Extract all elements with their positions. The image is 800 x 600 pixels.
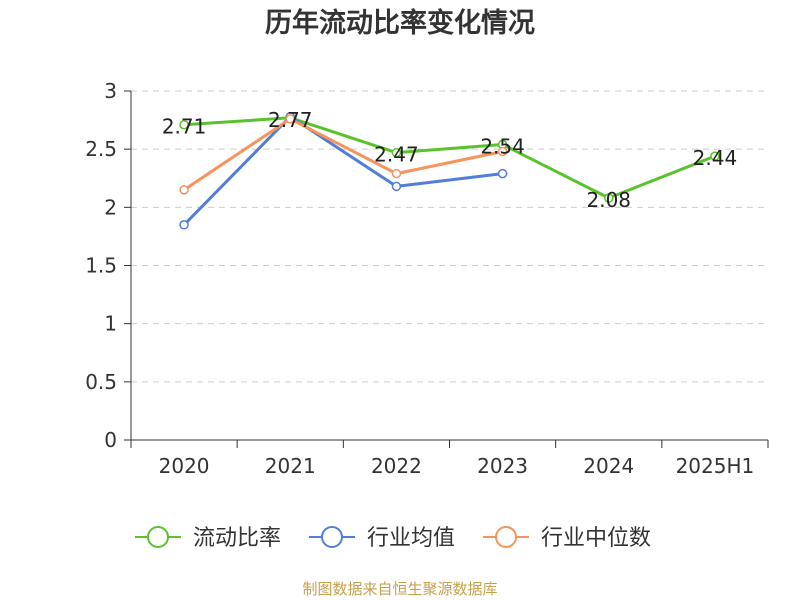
y-tick-label: 2.5 [85,137,117,161]
legend-marker [147,526,169,548]
data-point [604,193,614,203]
data-label: 2.44 [693,146,738,170]
y-tick-label: 0 [104,428,117,452]
data-point [179,119,189,130]
series-line [183,115,503,226]
data-point [179,185,189,195]
data-label: 2.08 [586,188,631,212]
series-line [183,116,716,200]
y-tick-label: 1 [104,312,117,336]
chart-title: 历年流动比率变化情况 [265,8,535,39]
data-labels: 2.71 2.77 2.47 2.54 2.08 2.44 [162,108,737,212]
legend-marker [321,526,343,548]
x-tick-label: 2024 [583,454,634,478]
x-tick-label: 2025H1 [676,454,755,478]
series-line [183,117,503,192]
series-lines [179,111,720,230]
x-tick-label: 2020 [159,454,210,478]
data-point [391,181,402,192]
legend-marker [495,526,517,548]
axes: 0 0.5 1 1.5 2 2.5 3 2020 2021 2022 2023 2024 2025H1 [85,79,769,478]
legend-label: 行业均值 [367,526,455,551]
x-tick-label: 2021 [265,454,316,478]
data-label: 2.71 [162,115,207,139]
data-label: 2.54 [480,135,525,159]
legend-label: 行业中位数 [541,526,651,551]
data-point [497,168,508,179]
x-tick-label: 2023 [477,454,528,478]
source-note: 制图数据来自恒生聚源数据库 [302,580,498,598]
legend: 流动比率 行业均值 行业中位数 [135,526,651,551]
x-tick-label: 2022 [371,454,422,478]
data-point [710,151,720,161]
data-point [391,147,402,158]
data-point [179,220,189,230]
data-point [497,146,508,157]
data-point [285,114,295,124]
legend-item: 行业中位数 [483,526,651,551]
y-tick-label: 0.5 [85,370,117,394]
y-tick-label: 3 [104,79,117,103]
legend-label: 流动比率 [193,526,281,551]
data-label: 2.77 [268,108,313,132]
y-tick-label: 1.5 [85,254,117,278]
data-label: 2.47 [374,143,419,167]
legend-item: 行业均值 [309,526,455,551]
data-point [391,168,402,179]
y-tick-label: 2 [104,195,117,219]
legend-item: 流动比率 [135,526,281,551]
grid-lines [131,90,768,383]
